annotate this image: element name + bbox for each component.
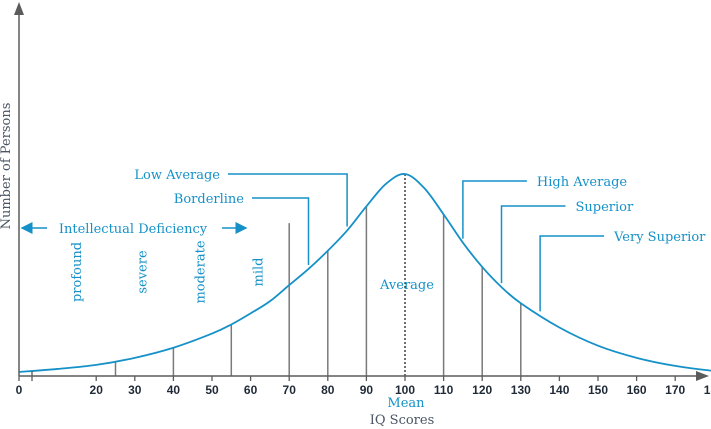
x-tick-label-0: 0 [16,383,23,397]
x-tick-label-140: 140 [549,383,569,397]
x-tick-label-100: 100 [395,383,415,397]
category-label-profound: profound [70,242,85,302]
x-tick-label-70: 70 [283,383,297,397]
x-tick-group: 0 20 30 40 50 60 70 80 90 100 110 120 130 140 150 160 17… [16,371,711,397]
category-label-moderate: moderate [193,240,208,303]
callout-leader-very-superior [539,235,605,312]
x-tick-label-80: 80 [321,383,335,397]
category-label-severe: severe [136,250,151,294]
x-tick-label-90: 90 [360,383,374,397]
x-axis-arrow-icon [696,371,709,381]
x-tick-label-30: 30 [128,383,142,397]
callout-group: Low Average Borderline High Average Superio… [134,168,706,312]
callout-label-borderline: Borderline [174,192,245,207]
x-tick-label-20: 20 [90,383,104,397]
callout-leader-low-average [228,173,348,227]
x-axis-label: IQ Scores [370,413,435,428]
mean-label: Mean [387,396,425,411]
callout-leader-high-average [462,180,527,239]
average-label: Average [379,278,434,293]
x-tick-label-150: 150 [588,383,608,397]
x-tick-label-110: 110 [434,383,454,397]
callout-label-superior: Superior [576,200,634,215]
y-axis-arrow-icon [14,2,24,15]
x-tick-label-50: 50 [205,383,219,397]
callout-label-low-average: Low Average [134,168,220,183]
category-label-mild: mild [251,258,266,287]
distribution-curve [18,173,711,373]
x-tick-label-160: 160 [627,383,647,397]
x-tick-label-120: 120 [472,383,492,397]
callout-label-high-average: High Average [537,175,628,190]
category-label-group: profound severe moderate mild [70,240,266,303]
callout-leader-superior [500,205,566,284]
y-axis-label: Number of Persons [0,103,14,230]
x-tick-label-170: 170 [665,383,685,397]
divider-lines-group [114,206,522,376]
x-tick-label-60: 60 [244,383,258,397]
range-annotation: Intellectual Deficiency [20,222,248,237]
callout-leader-borderline [252,197,310,265]
range-label: Intellectual Deficiency [59,222,208,237]
callout-label-very-superior: Very Superior [613,230,706,245]
x-tick-label-130: 130 [511,383,531,397]
x-tick-label-40: 40 [167,383,181,397]
x-tick-label-180: 180 [704,383,711,397]
